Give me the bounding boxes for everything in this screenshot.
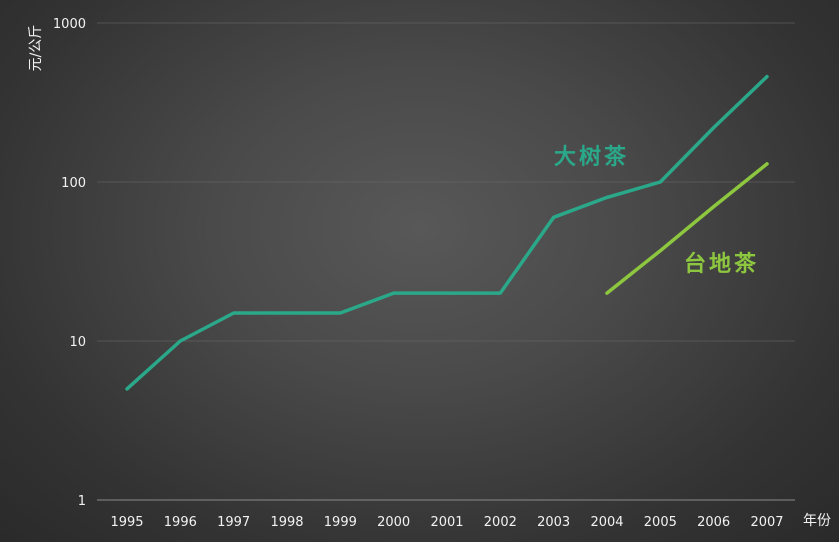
x-tick-label: 1998: [270, 515, 303, 530]
y-tick-label: 100: [61, 176, 86, 191]
x-tick-label: 2003: [537, 515, 570, 530]
x-tick-label: 2007: [750, 515, 783, 530]
x-tick-label: 2002: [484, 515, 517, 530]
series-lines: [125, 74, 769, 391]
series-line-0: [125, 74, 769, 391]
y-tick-labels: 1 10 100 1000: [53, 17, 86, 509]
y-axis-title: 元/公斤: [28, 25, 44, 72]
series-label-tai-di-cha: 台地茶: [684, 251, 759, 277]
gridlines: [97, 22, 795, 342]
x-axis-title: 年份: [803, 513, 831, 529]
x-tick-label: 1995: [110, 515, 143, 530]
x-tick-labels: 1995 1996 1997 1998 1999 2000 2001 2002 2003 2004…: [110, 515, 783, 530]
x-tick-label: 1997: [217, 515, 250, 530]
x-tick-label: 2005: [644, 515, 677, 530]
y-tick-label: 10: [69, 335, 86, 350]
y-tick-label: 1000: [53, 17, 86, 32]
x-tick-label: 2001: [430, 515, 463, 530]
x-tick-label: 2004: [590, 515, 623, 530]
x-tick-label: 1996: [164, 515, 197, 530]
x-tick-label: 2006: [697, 515, 730, 530]
y-tick-label: 1: [78, 494, 86, 509]
series-label-da-shu-cha: 大树茶: [554, 144, 629, 170]
series-line-1: [605, 162, 769, 295]
x-tick-label: 1999: [324, 515, 357, 530]
x-tick-label: 2000: [377, 515, 410, 530]
